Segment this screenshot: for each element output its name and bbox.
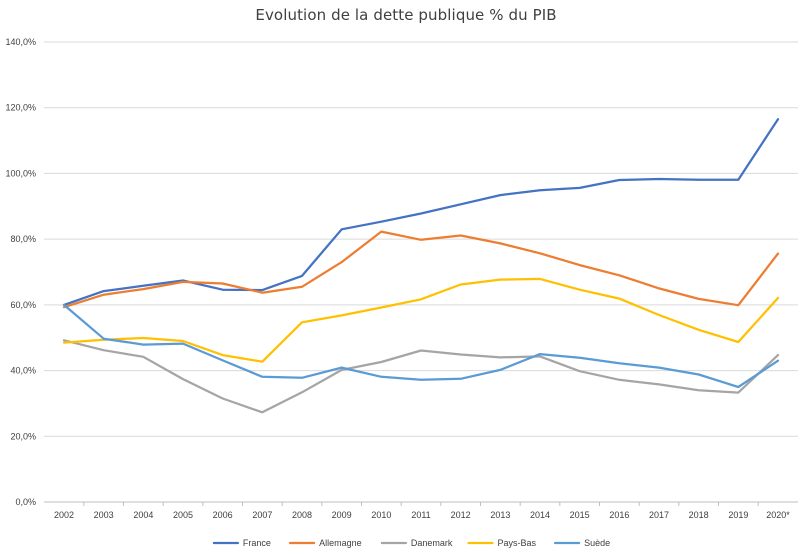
x-tick-label: 2016 [609,510,629,520]
x-tick-label: 2012 [451,510,471,520]
x-tick-label: 2010 [371,510,391,520]
legend-label: Danemark [411,538,453,548]
y-tick-label: 120,0% [5,103,36,113]
y-tick-label: 20,0% [10,431,36,441]
y-tick-label: 80,0% [10,234,36,244]
legend-item: Suède [553,538,610,548]
series-line-allemagne [62,230,780,309]
series-line-danemark [62,339,780,414]
x-tick-label: 2007 [252,510,272,520]
x-tick-label: 2019 [728,510,748,520]
chart-title: Evolution de la dette publique % du PIB [255,6,557,24]
y-tick-label: 60,0% [10,300,36,310]
x-tick-label: 2017 [649,510,669,520]
x-tick-label: 2003 [94,510,114,520]
x-tick-label: 2005 [173,510,193,520]
series-line-su-de [62,303,780,389]
y-tick-label: 40,0% [10,366,36,376]
legend-item: Pays-Bas [467,538,537,548]
legend-label: Suède [584,538,610,548]
x-tick-label: 2006 [213,510,233,520]
x-tick-label: 2013 [490,510,510,520]
x-tick-label: 2011 [411,510,430,520]
legend-item: Danemark [380,538,453,548]
x-tick-label: 2014 [530,510,550,520]
x-tick-label: 2018 [689,510,709,520]
y-tick-label: 140,0% [5,37,36,47]
x-tick-label: 2015 [570,510,590,520]
x-tick-label: 2008 [292,510,312,520]
series-line-france [62,118,780,307]
x-tick-label: 2009 [332,510,352,520]
y-tick-label: 0,0% [15,497,36,507]
legend-label: Pays-Bas [498,538,537,548]
x-tick-label: 2004 [133,510,153,520]
y-tick-label: 100,0% [5,168,36,178]
series-line-pays-bas [62,277,780,363]
legend-item: Allemagne [288,538,362,548]
x-tick-label: 2020* [766,510,790,520]
legend-label: France [243,538,271,548]
legend-item: France [212,538,271,548]
x-tick-label: 2002 [54,510,74,520]
legend-label: Allemagne [319,538,362,548]
